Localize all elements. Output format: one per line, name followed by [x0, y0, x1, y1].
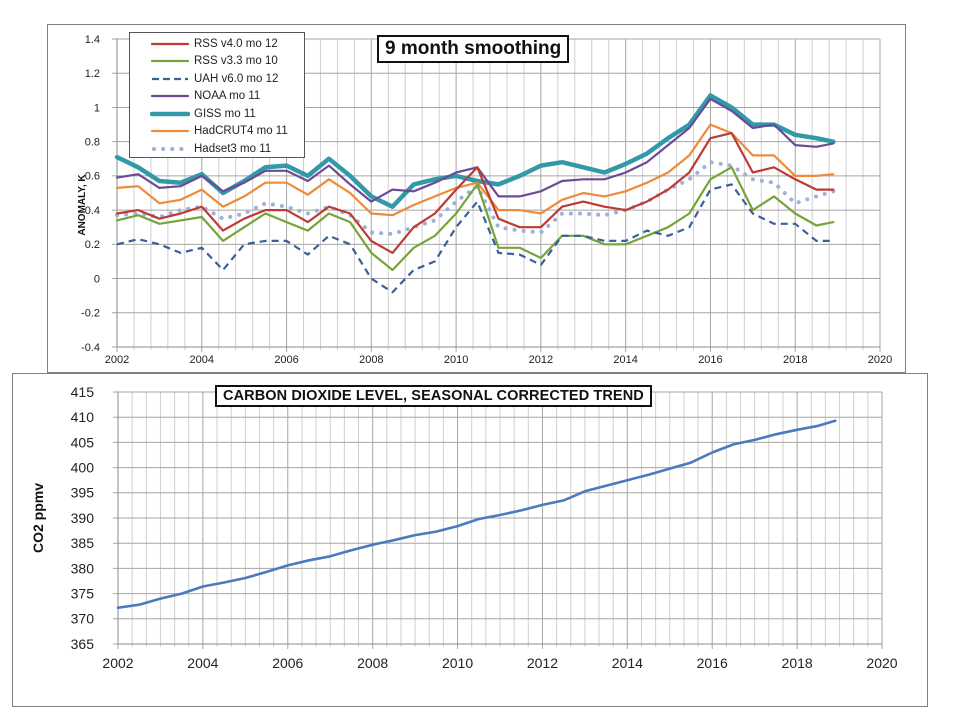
- legend-swatch-icon: [150, 144, 190, 154]
- y-tick-label: 370: [71, 611, 95, 627]
- bottom-chart-title: CARBON DIOXIDE LEVEL, SEASONAL CORRECTED…: [215, 385, 652, 407]
- y-tick-label: 400: [71, 460, 95, 476]
- y-tick-label: 365: [71, 636, 95, 652]
- bottom-series-lines: [118, 421, 835, 608]
- bottom-grid: [113, 392, 882, 649]
- legend-label: UAH v6.0 mo 12: [194, 73, 278, 85]
- legend-item: RSS v4.0 mo 12: [130, 35, 304, 53]
- bottom-y-tick-labels: 365 370 375 380 385 390 395 400 405 410 415: [71, 384, 95, 652]
- x-tick-label: 2014: [612, 655, 643, 671]
- y-tick-label: 380: [71, 560, 95, 576]
- legend-swatch-icon: [150, 39, 190, 49]
- legend-item: HadCRUT4 mo 11: [130, 123, 304, 141]
- y-tick-label: 405: [71, 434, 95, 450]
- legend-label: NOAA mo 11: [194, 90, 260, 102]
- top-chart-title: 9 month smoothing: [377, 35, 569, 63]
- legend-swatch-icon: [150, 91, 190, 101]
- legend-swatch-icon: [150, 74, 190, 84]
- x-tick-label: 2006: [272, 655, 303, 671]
- legend-label: RSS v3.3 mo 10: [194, 55, 278, 67]
- y-tick-label: 395: [71, 485, 95, 501]
- legend-label: Hadset3 mo 11: [194, 143, 271, 155]
- y-tick-label: 415: [71, 384, 95, 400]
- legend-item: Hadset3 mo 11: [130, 140, 304, 158]
- legend-label: HadCRUT4 mo 11: [194, 125, 288, 137]
- x-tick-label: 2018: [782, 655, 813, 671]
- series-line-co2: [118, 421, 835, 608]
- legend-swatch-icon: [150, 56, 190, 66]
- x-tick-label: 2012: [527, 655, 558, 671]
- y-tick-label: 385: [71, 535, 95, 551]
- legend-item: RSS v3.3 mo 10: [130, 53, 304, 71]
- legend-label: GISS mo 11: [194, 108, 256, 120]
- y-tick-label: 390: [71, 510, 95, 526]
- bottom-x-tick-labels: 2002 2004 2006 2008 2010 2012 2014 2016 2018 2020: [102, 655, 897, 671]
- legend-item: GISS mo 11: [130, 105, 304, 123]
- bottom-y-axis-title: CO2 ppmv: [30, 483, 46, 553]
- y-tick-label: 410: [71, 409, 95, 425]
- x-tick-label: 2004: [187, 655, 218, 671]
- legend-swatch-icon: [150, 109, 190, 119]
- legend-label: RSS v4.0 mo 12: [194, 38, 278, 50]
- x-tick-label: 2020: [866, 655, 897, 671]
- y-tick-label: 375: [71, 586, 95, 602]
- x-tick-label: 2010: [442, 655, 473, 671]
- legend-item: UAH v6.0 mo 12: [130, 70, 304, 88]
- legend-item: NOAA mo 11: [130, 88, 304, 106]
- x-tick-label: 2008: [357, 655, 388, 671]
- x-tick-label: 2002: [102, 655, 133, 671]
- top-chart-legend: RSS v4.0 mo 12 RSS v3.3 mo 10 UAH v6.0 mo …: [129, 32, 305, 158]
- legend-swatch-icon: [150, 126, 190, 136]
- x-tick-label: 2016: [697, 655, 728, 671]
